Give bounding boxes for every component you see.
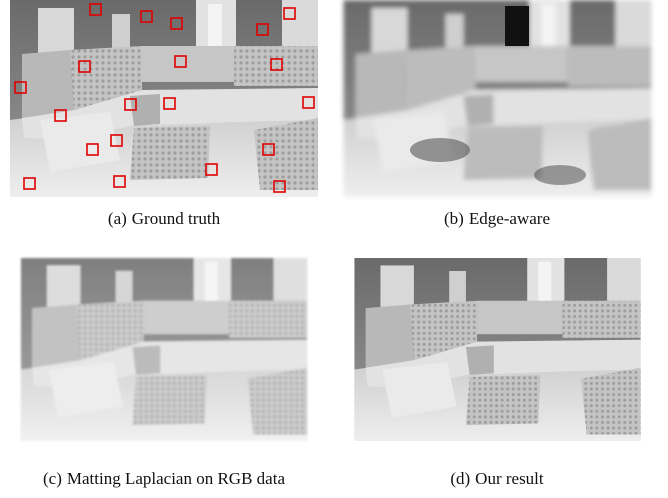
- panel-d: (d) Our result: [354, 258, 641, 488]
- sample-markers: [14, 3, 315, 193]
- panel-a: (a) Ground truth: [10, 0, 318, 228]
- caption-label: (d): [450, 469, 470, 488]
- caption-text: Edge-aware: [469, 209, 550, 228]
- dark-region: [534, 165, 586, 185]
- caption-label: (c): [43, 469, 62, 488]
- edge-aware-image: [343, 0, 652, 197]
- matting-laplacian-image: [20, 258, 308, 441]
- dark-region: [505, 6, 529, 46]
- caption-label: (b): [444, 209, 464, 228]
- caption: (b) Edge-aware: [444, 209, 550, 228]
- caption-text: Our result: [475, 469, 544, 488]
- our-result-image: [354, 258, 641, 441]
- panel-b: (b) Edge-aware: [343, 0, 652, 228]
- panel-c: (c) Matting Laplacian on RGB data: [20, 258, 308, 488]
- caption-label: (a): [108, 209, 127, 228]
- caption: (a) Ground truth: [108, 209, 221, 228]
- caption: (d) Our result: [450, 469, 544, 488]
- caption-text: Matting Laplacian on RGB data: [67, 469, 286, 488]
- dark-region: [410, 138, 470, 162]
- caption: (c) Matting Laplacian on RGB data: [43, 469, 285, 488]
- caption-text: Ground truth: [132, 209, 221, 228]
